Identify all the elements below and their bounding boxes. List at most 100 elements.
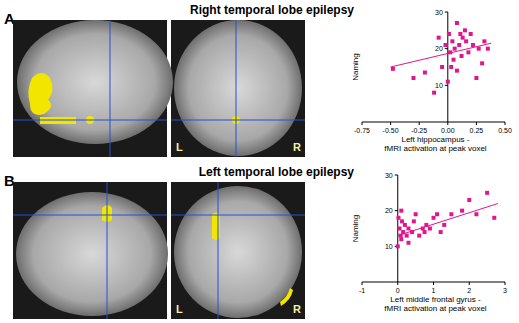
point (399, 237, 403, 241)
point (446, 80, 450, 84)
point (428, 227, 432, 231)
point (442, 223, 446, 227)
point (486, 47, 490, 51)
y-tick-label: 30 (435, 9, 443, 16)
point (432, 216, 436, 220)
point (432, 91, 436, 95)
image-bg (171, 20, 305, 157)
coronal-slice (174, 20, 302, 156)
point (467, 198, 471, 202)
crosshair (171, 215, 305, 216)
point (403, 223, 407, 227)
point (492, 216, 496, 220)
x-tick-label: -0.75 (354, 127, 370, 134)
point (480, 61, 484, 65)
panel-title: Right temporal lobe epilepsy (190, 3, 354, 17)
y-axis (447, 12, 448, 122)
brain-images (13, 20, 305, 157)
point (400, 219, 404, 223)
point (464, 39, 468, 43)
fit-line (398, 204, 498, 236)
point (452, 58, 456, 62)
y-tick (395, 210, 398, 211)
point (444, 43, 448, 47)
point (471, 43, 475, 47)
brain-images (13, 182, 305, 319)
point (406, 241, 410, 245)
x-tick (447, 122, 448, 125)
point (411, 76, 415, 80)
crosshair (171, 120, 305, 121)
point (449, 212, 453, 216)
y-tick (395, 175, 398, 176)
x-tick (469, 282, 470, 285)
y-tick-label: 20 (385, 207, 393, 214)
y-tick-label: 30 (385, 172, 393, 179)
x-axis (362, 122, 505, 123)
marks (391, 21, 492, 95)
sagittal-slice (16, 192, 168, 316)
point (391, 67, 395, 71)
point (405, 234, 409, 238)
point (477, 47, 481, 51)
orientation-label: L (176, 303, 183, 315)
y-tick (445, 85, 448, 86)
point (482, 39, 486, 43)
y-tick (445, 12, 448, 13)
y-axis-label: Naming (351, 53, 360, 81)
point (469, 32, 473, 36)
x-tick (362, 122, 363, 125)
orientation-label: R (293, 141, 301, 153)
point (466, 50, 470, 54)
marks (396, 191, 498, 249)
point (417, 234, 421, 238)
point (423, 230, 427, 234)
point (406, 227, 410, 231)
crosshair (13, 120, 167, 121)
crosshair (110, 20, 111, 157)
x-tick (362, 282, 363, 285)
point (460, 209, 464, 213)
y-axis-label: Naming (351, 215, 360, 243)
x-tick-label: 0 (396, 287, 400, 294)
point (455, 21, 459, 25)
scatter-chart: -10123102030NamingLeft middle frontal gy… (351, 172, 507, 314)
x-tick (397, 282, 398, 285)
panel-title: Left temporal lobe epilepsy (199, 165, 355, 179)
point (437, 36, 441, 40)
x-tick-label: 2 (467, 287, 471, 294)
coronal-slice (174, 186, 302, 318)
x-axis-label: fMRI activation at peak voxel (384, 304, 486, 313)
y-tick-label: 10 (385, 243, 393, 250)
x-tick (505, 282, 506, 285)
x-tick-label: 0.25 (470, 127, 484, 134)
x-axis-label: Left hippocampus - (401, 135, 469, 144)
point (474, 76, 478, 80)
x-tick-label: 0.50 (498, 127, 512, 134)
crosshair (218, 182, 219, 319)
crosshair (13, 215, 167, 216)
point (440, 65, 444, 69)
orientation-label: R (293, 303, 301, 315)
image-bg (171, 182, 305, 319)
image-bg (13, 182, 167, 319)
point (396, 244, 400, 248)
activation (212, 212, 220, 240)
point (450, 39, 454, 43)
x-tick-label: -1 (359, 287, 365, 294)
y-tick (445, 48, 448, 49)
point (412, 219, 416, 223)
x-tick-label: 3 (503, 287, 507, 294)
point (453, 47, 457, 51)
sagittal-slice (17, 20, 173, 144)
point (474, 212, 478, 216)
x-tick (505, 122, 506, 125)
point (423, 71, 427, 75)
y-tick-label: 10 (435, 82, 443, 89)
point (414, 212, 418, 216)
x-tick (390, 122, 391, 125)
point (455, 69, 459, 73)
x-axis-label: Left middle frontal gyrus - (390, 295, 481, 304)
activation (28, 73, 52, 115)
figure: ARight temporal lobe epilepsyLRBLeft tem… (0, 0, 519, 323)
